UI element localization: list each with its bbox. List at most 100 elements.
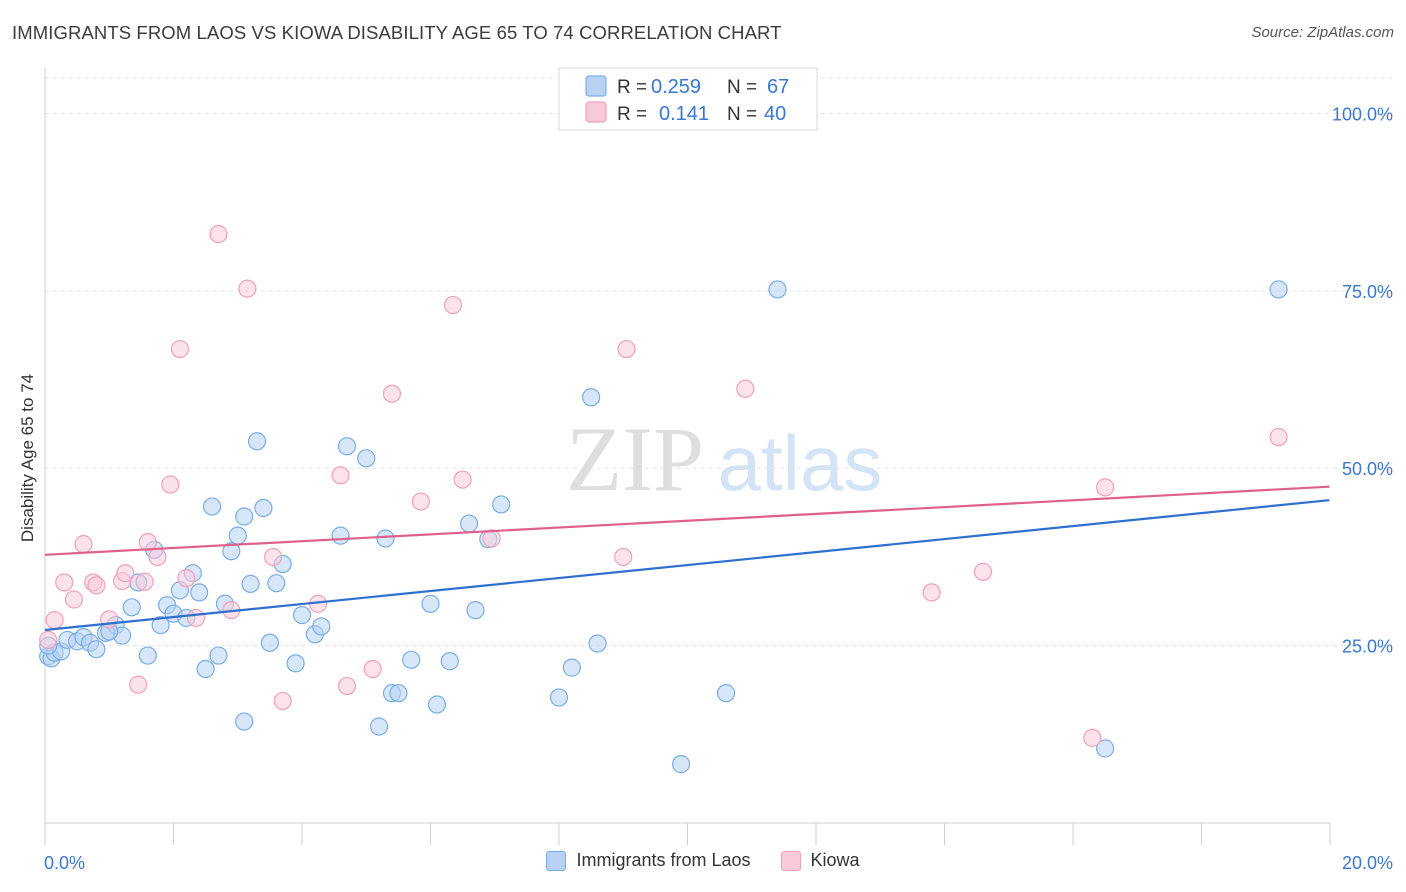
point-laos [389,684,408,703]
point-kiowa [45,610,64,630]
point-kiowa [382,384,402,403]
point-kiowa [135,572,154,591]
point-laos [337,437,357,456]
data-points [39,224,1288,774]
legend-n-label: N = [727,77,757,98]
y-tick-label: 50.0% [1342,459,1393,479]
point-laos [492,495,511,514]
point-laos [370,717,389,736]
x-tick-label: 20.0% [1342,853,1393,873]
legend-n-value-kiowa: 40 [764,103,786,125]
point-laos [228,526,247,545]
point-laos [312,617,331,636]
watermark: ZIP atlas [566,408,882,510]
legend-r-label: R = [617,104,647,125]
point-laos [122,598,141,617]
legend-r-label: R = [617,77,647,98]
y-tick-label: 75.0% [1342,282,1393,302]
point-laos [357,449,376,468]
point-kiowa [64,590,84,609]
point-laos [151,615,170,635]
point-laos [254,498,273,518]
point-kiowa [100,610,119,629]
point-laos [222,542,241,561]
point-kiowa [617,339,636,359]
point-kiowa [363,659,382,679]
point-laos [1269,280,1288,299]
point-kiowa [148,547,167,567]
trend-line-laos [44,499,1330,632]
legend-r-value-kiowa: 0.141 [659,103,709,125]
grid [45,77,1392,647]
point-laos [190,583,209,602]
point-kiowa [55,573,74,592]
point-kiowa [87,576,106,595]
source-credit: Source: ZipAtlas.com [1251,24,1394,41]
point-kiowa [238,279,257,298]
point-laos [247,432,267,451]
point-kiowa [39,630,58,650]
point-laos [209,646,228,665]
point-laos [87,640,106,659]
point-kiowa [1096,478,1115,497]
point-kiowa [1269,427,1288,447]
legend-item-laos: Immigrants from Laos [546,850,751,871]
point-kiowa [482,529,501,548]
y-axis-label: Disability Age 65 to 74 [18,374,37,542]
point-laos [235,507,254,526]
point-laos [202,497,222,516]
point-kiowa [453,470,472,489]
point-laos [292,606,312,625]
point-laos [562,658,581,677]
point-kiowa [161,475,180,494]
point-kiowa [1083,728,1102,747]
point-laos [582,388,601,407]
point-laos [267,574,286,593]
point-laos [421,594,440,613]
point-kiowa [177,569,196,588]
point-laos [466,601,485,620]
trend-line-kiowa [44,485,1330,556]
y-tick-label: 25.0% [1342,637,1393,657]
legend-swatch-laos [546,850,567,871]
watermark-atlas: atlas [718,419,883,507]
point-laos [768,280,787,299]
legend-swatch-kiowa [585,101,607,123]
point-kiowa [736,379,755,398]
point-laos [459,514,479,533]
point-laos [402,650,421,669]
axes: 25.0% 50.0% 75.0% 100.0% 0.0% 20.0% [44,68,1393,873]
point-laos [331,526,350,545]
point-kiowa [74,535,93,554]
x-tick-label: 0.0% [44,853,85,873]
point-kiowa [922,583,941,602]
point-kiowa [263,547,283,567]
legend-n-value-laos: 67 [767,76,789,98]
point-laos [260,633,279,652]
trend-lines [44,485,1330,632]
point-kiowa [331,466,350,485]
point-laos [549,688,569,707]
point-laos [196,659,215,679]
legend-item-kiowa: Kiowa [780,850,860,871]
legend: R = 0.259 N = 67 R = 0.141 N = 40 [558,67,818,131]
point-kiowa [170,339,190,359]
point-laos [440,652,459,671]
bottom-legend: Immigrants from Laos Kiowa [0,850,1406,871]
point-kiowa [273,691,292,711]
point-kiowa [411,492,430,511]
watermark-zip: ZIP [566,408,704,510]
legend-n-label: N = [727,104,757,125]
y-tick-label: 100.0% [1332,104,1393,124]
point-laos [1096,739,1115,758]
point-kiowa [614,547,633,567]
point-kiowa [116,564,135,583]
point-laos [716,684,736,703]
point-laos [235,712,254,731]
legend-label-laos: Immigrants from Laos [576,850,751,870]
chart-title: IMMIGRANTS FROM LAOS VS KIOWA DISABILITY… [12,22,782,43]
legend-swatch-kiowa [780,850,801,871]
point-laos [588,634,607,653]
point-kiowa [973,562,993,581]
